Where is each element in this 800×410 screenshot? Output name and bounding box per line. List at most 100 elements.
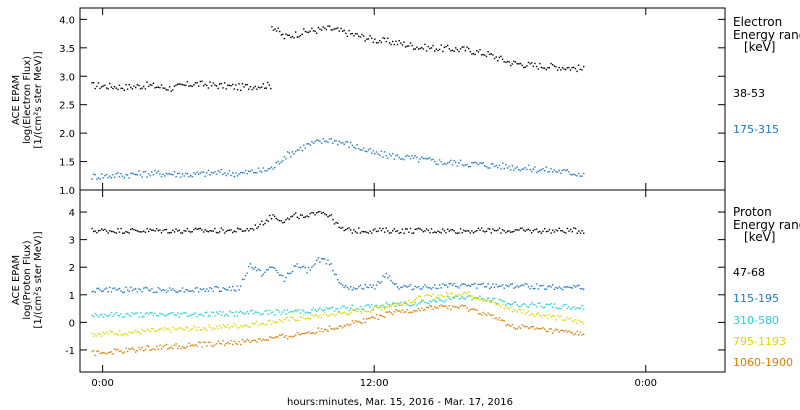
data-point xyxy=(408,45,410,47)
data-point xyxy=(236,315,239,317)
data-point xyxy=(398,40,400,42)
data-point xyxy=(314,30,316,32)
data-point xyxy=(316,212,318,214)
data-point xyxy=(126,289,129,291)
data-point xyxy=(94,174,96,176)
data-point xyxy=(411,288,413,291)
data-point xyxy=(477,283,480,286)
data-point xyxy=(340,283,342,285)
data-point xyxy=(417,302,420,305)
data-point xyxy=(290,216,292,218)
data-point xyxy=(524,230,526,232)
data-point xyxy=(489,167,491,169)
data-point xyxy=(160,175,163,178)
data-point xyxy=(561,288,564,291)
data-point xyxy=(286,338,289,340)
data-point xyxy=(445,299,447,301)
data-point xyxy=(345,229,347,231)
data-point xyxy=(430,228,433,230)
data-point xyxy=(264,339,266,341)
data-point xyxy=(443,162,446,165)
data-point xyxy=(201,329,203,331)
data-point xyxy=(101,228,103,230)
data-point xyxy=(286,217,289,219)
data-point xyxy=(438,231,441,233)
data-point xyxy=(576,285,578,287)
data-point xyxy=(180,176,182,178)
data-point xyxy=(151,328,153,330)
data-point xyxy=(243,325,245,327)
data-point xyxy=(206,230,208,232)
data-point xyxy=(232,285,234,288)
data-point xyxy=(191,328,193,330)
data-point xyxy=(413,300,415,302)
data-point xyxy=(138,316,140,318)
data-point xyxy=(521,168,523,170)
data-point xyxy=(555,328,557,330)
data-point xyxy=(117,88,119,91)
data-point xyxy=(219,310,221,313)
data-point xyxy=(217,232,219,234)
data-point xyxy=(194,326,197,329)
data-point xyxy=(185,347,187,349)
data-point xyxy=(143,85,145,88)
data-point xyxy=(518,326,520,328)
data-point xyxy=(479,49,481,51)
data-point xyxy=(380,314,383,317)
data-point xyxy=(219,83,221,85)
data-point xyxy=(535,65,538,68)
data-point xyxy=(152,229,155,231)
data-point xyxy=(527,306,530,308)
data-point xyxy=(173,231,176,233)
data-point xyxy=(240,285,242,287)
data-point xyxy=(222,287,224,289)
data-point xyxy=(573,334,575,336)
data-point xyxy=(463,283,465,285)
data-point xyxy=(262,338,265,341)
data-point xyxy=(351,232,353,234)
data-point xyxy=(141,291,143,293)
data-point xyxy=(388,275,391,277)
data-point xyxy=(432,232,434,234)
data-point xyxy=(170,231,172,234)
data-point xyxy=(448,295,450,298)
electron-ylabel-line-1: ACE EPAM xyxy=(11,75,22,125)
data-point xyxy=(227,341,229,344)
data-point xyxy=(244,275,247,277)
data-point xyxy=(358,308,360,310)
data-point xyxy=(314,309,316,311)
data-point xyxy=(219,325,221,327)
data-point xyxy=(343,325,345,327)
data-point xyxy=(409,302,412,304)
data-point xyxy=(91,178,93,180)
data-point xyxy=(223,232,226,234)
data-point xyxy=(545,68,547,71)
data-point xyxy=(207,315,210,317)
y-tick-label: 1.5 xyxy=(59,158,75,169)
data-point xyxy=(393,311,395,313)
data-point xyxy=(110,351,113,353)
data-point xyxy=(529,314,531,316)
data-point xyxy=(387,311,389,313)
data-point xyxy=(220,82,222,85)
data-point xyxy=(340,325,342,327)
data-point xyxy=(180,232,182,234)
data-point xyxy=(272,311,274,313)
data-point xyxy=(261,323,263,326)
data-point xyxy=(535,306,538,308)
data-point xyxy=(138,170,140,172)
data-point xyxy=(246,228,248,230)
data-point xyxy=(249,170,252,173)
data-point xyxy=(468,47,470,50)
data-point xyxy=(214,84,216,86)
data-point xyxy=(361,312,363,314)
data-point xyxy=(110,331,113,333)
data-point xyxy=(422,157,425,160)
data-point xyxy=(484,299,486,301)
data-point xyxy=(298,217,300,220)
data-point xyxy=(408,285,410,287)
data-point xyxy=(547,230,549,233)
data-point xyxy=(421,300,423,303)
data-point xyxy=(198,326,200,328)
data-point xyxy=(385,227,387,229)
